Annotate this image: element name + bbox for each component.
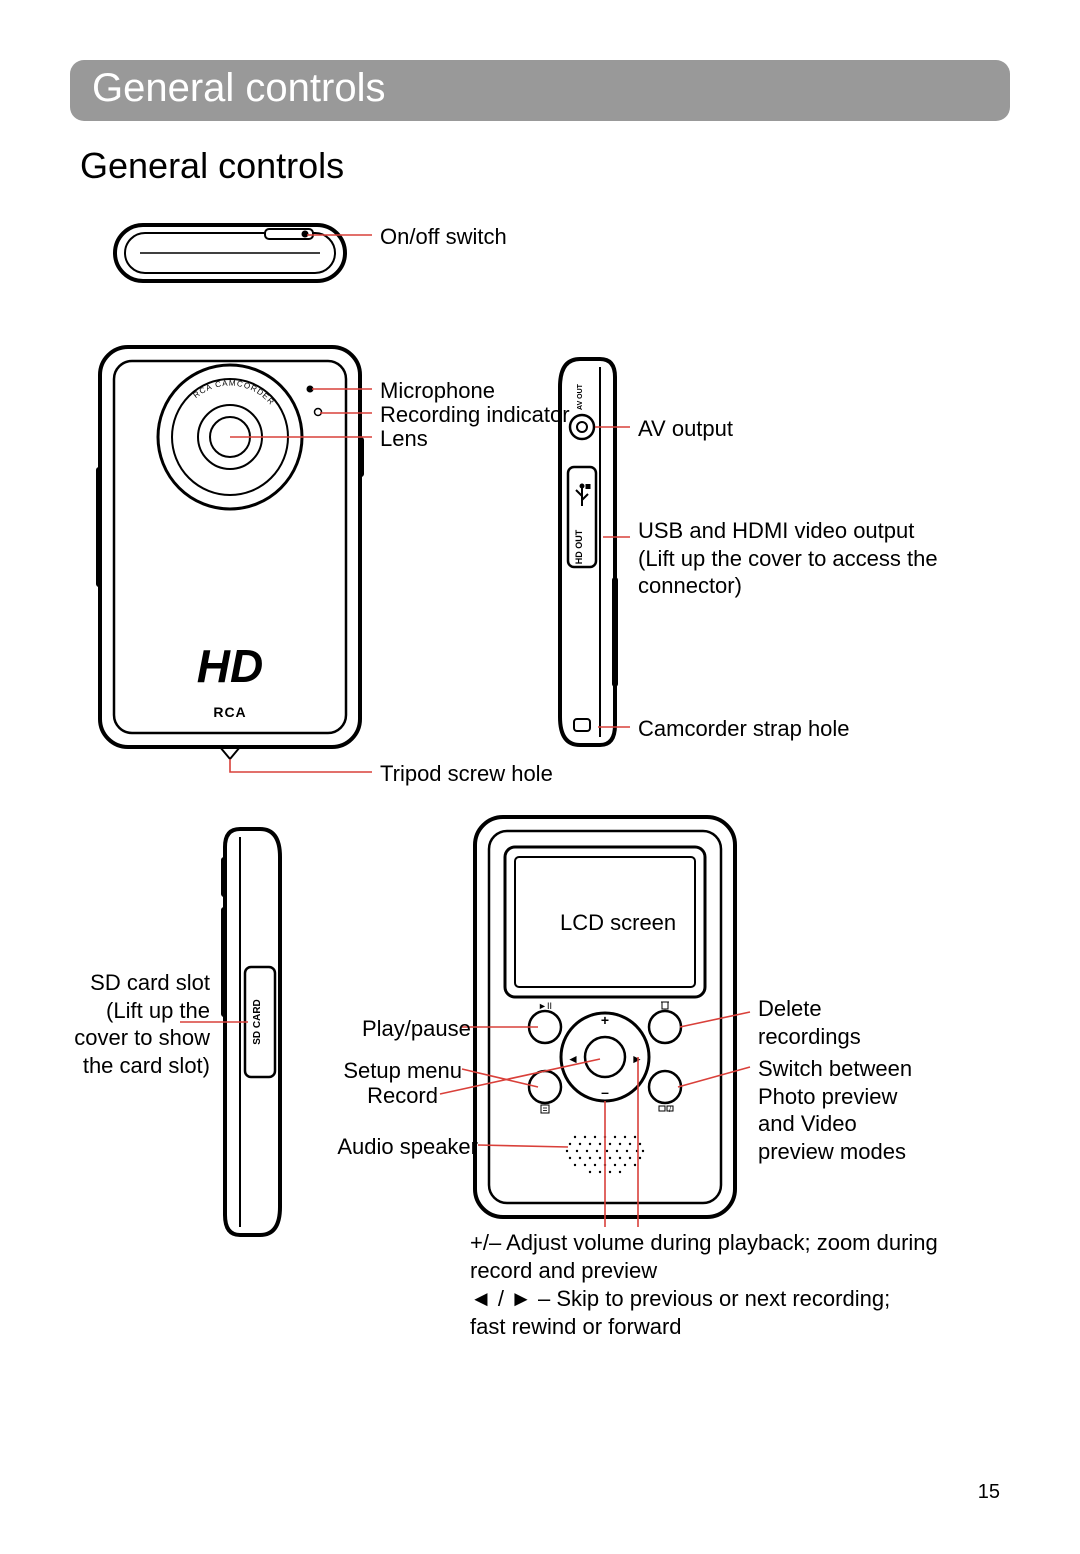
label-vol-zoom: +/– Adjust volume during playback; zoom … — [470, 1229, 950, 1284]
label-onoff: On/off switch — [380, 223, 507, 251]
svg-text:AV OUT: AV OUT — [577, 383, 584, 410]
page-subheading: General controls — [80, 145, 1010, 187]
label-speaker: Audio speaker — [328, 1133, 478, 1161]
svg-text:HD OUT: HD OUT — [574, 529, 584, 564]
top-view — [115, 225, 345, 281]
label-play-pause: Play/pause — [362, 1015, 462, 1043]
label-tripod: Tripod screw hole — [380, 760, 553, 788]
label-lcd: LCD screen — [560, 909, 676, 937]
diagram-area: RCA CAMCORDER HD RCA — [70, 217, 1010, 1477]
label-switchmode: Switch between Photo preview and Video p… — [758, 1055, 928, 1165]
svg-text:+: + — [601, 1012, 609, 1028]
label-setup: Setup menu — [342, 1057, 462, 1085]
label-strap: Camcorder strap hole — [638, 715, 850, 743]
svg-text:RCA: RCA — [213, 704, 246, 720]
label-delete: Delete recordings — [758, 995, 898, 1050]
label-sd-slot: SD card slot (Lift up the cover to show … — [70, 969, 210, 1079]
svg-text:SD CARD: SD CARD — [252, 999, 263, 1045]
label-usb-hdmi: USB and HDMI video output (Lift up the c… — [638, 517, 938, 600]
svg-text:►II: ►II — [538, 1001, 552, 1011]
svg-text:►: ► — [631, 1052, 643, 1066]
label-av-out: AV output — [638, 415, 733, 443]
svg-text:HD: HD — [197, 640, 263, 692]
label-record: Record — [362, 1082, 438, 1110]
label-lens: Lens — [380, 425, 428, 453]
left-side-view: SD CARD — [221, 829, 280, 1235]
section-title: General controls — [92, 66, 988, 111]
label-skip: ◄ / ► – Skip to previous or next recordi… — [470, 1285, 930, 1340]
front-view: RCA CAMCORDER HD RCA — [96, 347, 364, 759]
svg-text:–: – — [601, 1084, 609, 1100]
page-number: 15 — [978, 1481, 1000, 1504]
section-header: General controls — [70, 60, 1010, 121]
